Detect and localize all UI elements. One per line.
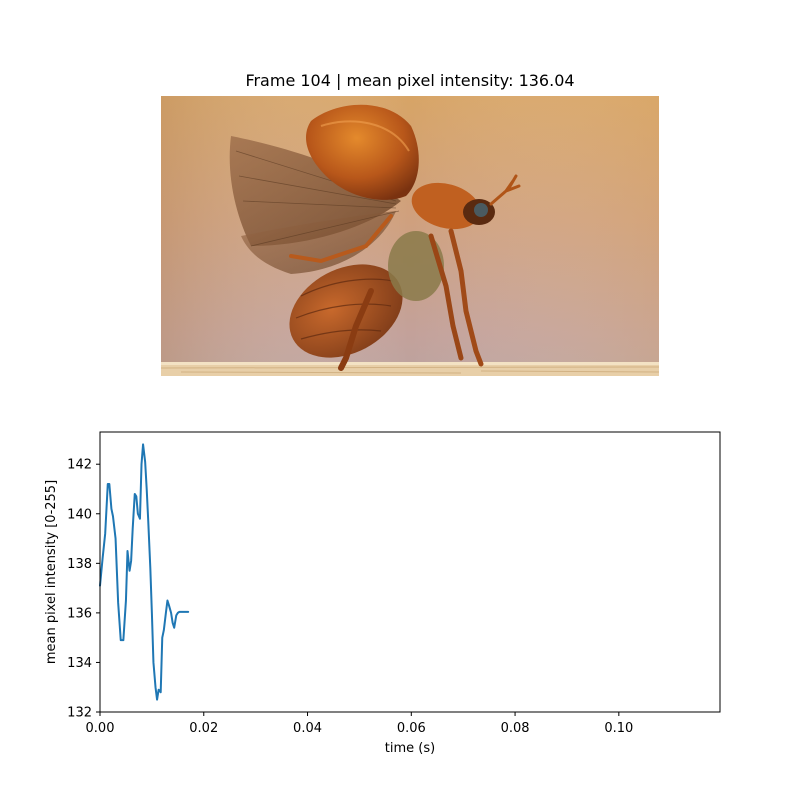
y-tick-label: 132 xyxy=(67,706,92,721)
x-tick-label: 0.06 xyxy=(397,721,426,736)
y-axis-label: mean pixel intensity [0-255] xyxy=(44,480,59,664)
x-tick-label: 0.00 xyxy=(86,721,115,736)
y-tick-label: 134 xyxy=(67,656,92,671)
x-tick-label: 0.10 xyxy=(604,721,633,736)
y-axis-ticks: 132 134 136 138 140 142 xyxy=(67,458,100,721)
x-tick-label: 0.08 xyxy=(501,721,530,736)
x-tick-label: 0.04 xyxy=(293,721,322,736)
y-tick-label: 140 xyxy=(67,507,92,522)
frame-title: Frame 104 | mean pixel intensity: 136.04 xyxy=(245,71,575,90)
plot-area-frame xyxy=(99,431,721,713)
y-tick-label: 138 xyxy=(67,557,92,572)
y-tick-label: 136 xyxy=(67,606,92,621)
beetle-photo xyxy=(161,96,659,376)
x-axis-ticks: 0.00 0.02 0.04 0.06 0.08 0.10 xyxy=(86,712,633,736)
x-tick-label: 0.02 xyxy=(189,721,218,736)
x-axis-label: time (s) xyxy=(385,741,435,756)
y-tick-label: 142 xyxy=(67,458,92,473)
intensity-series-line xyxy=(99,443,190,701)
